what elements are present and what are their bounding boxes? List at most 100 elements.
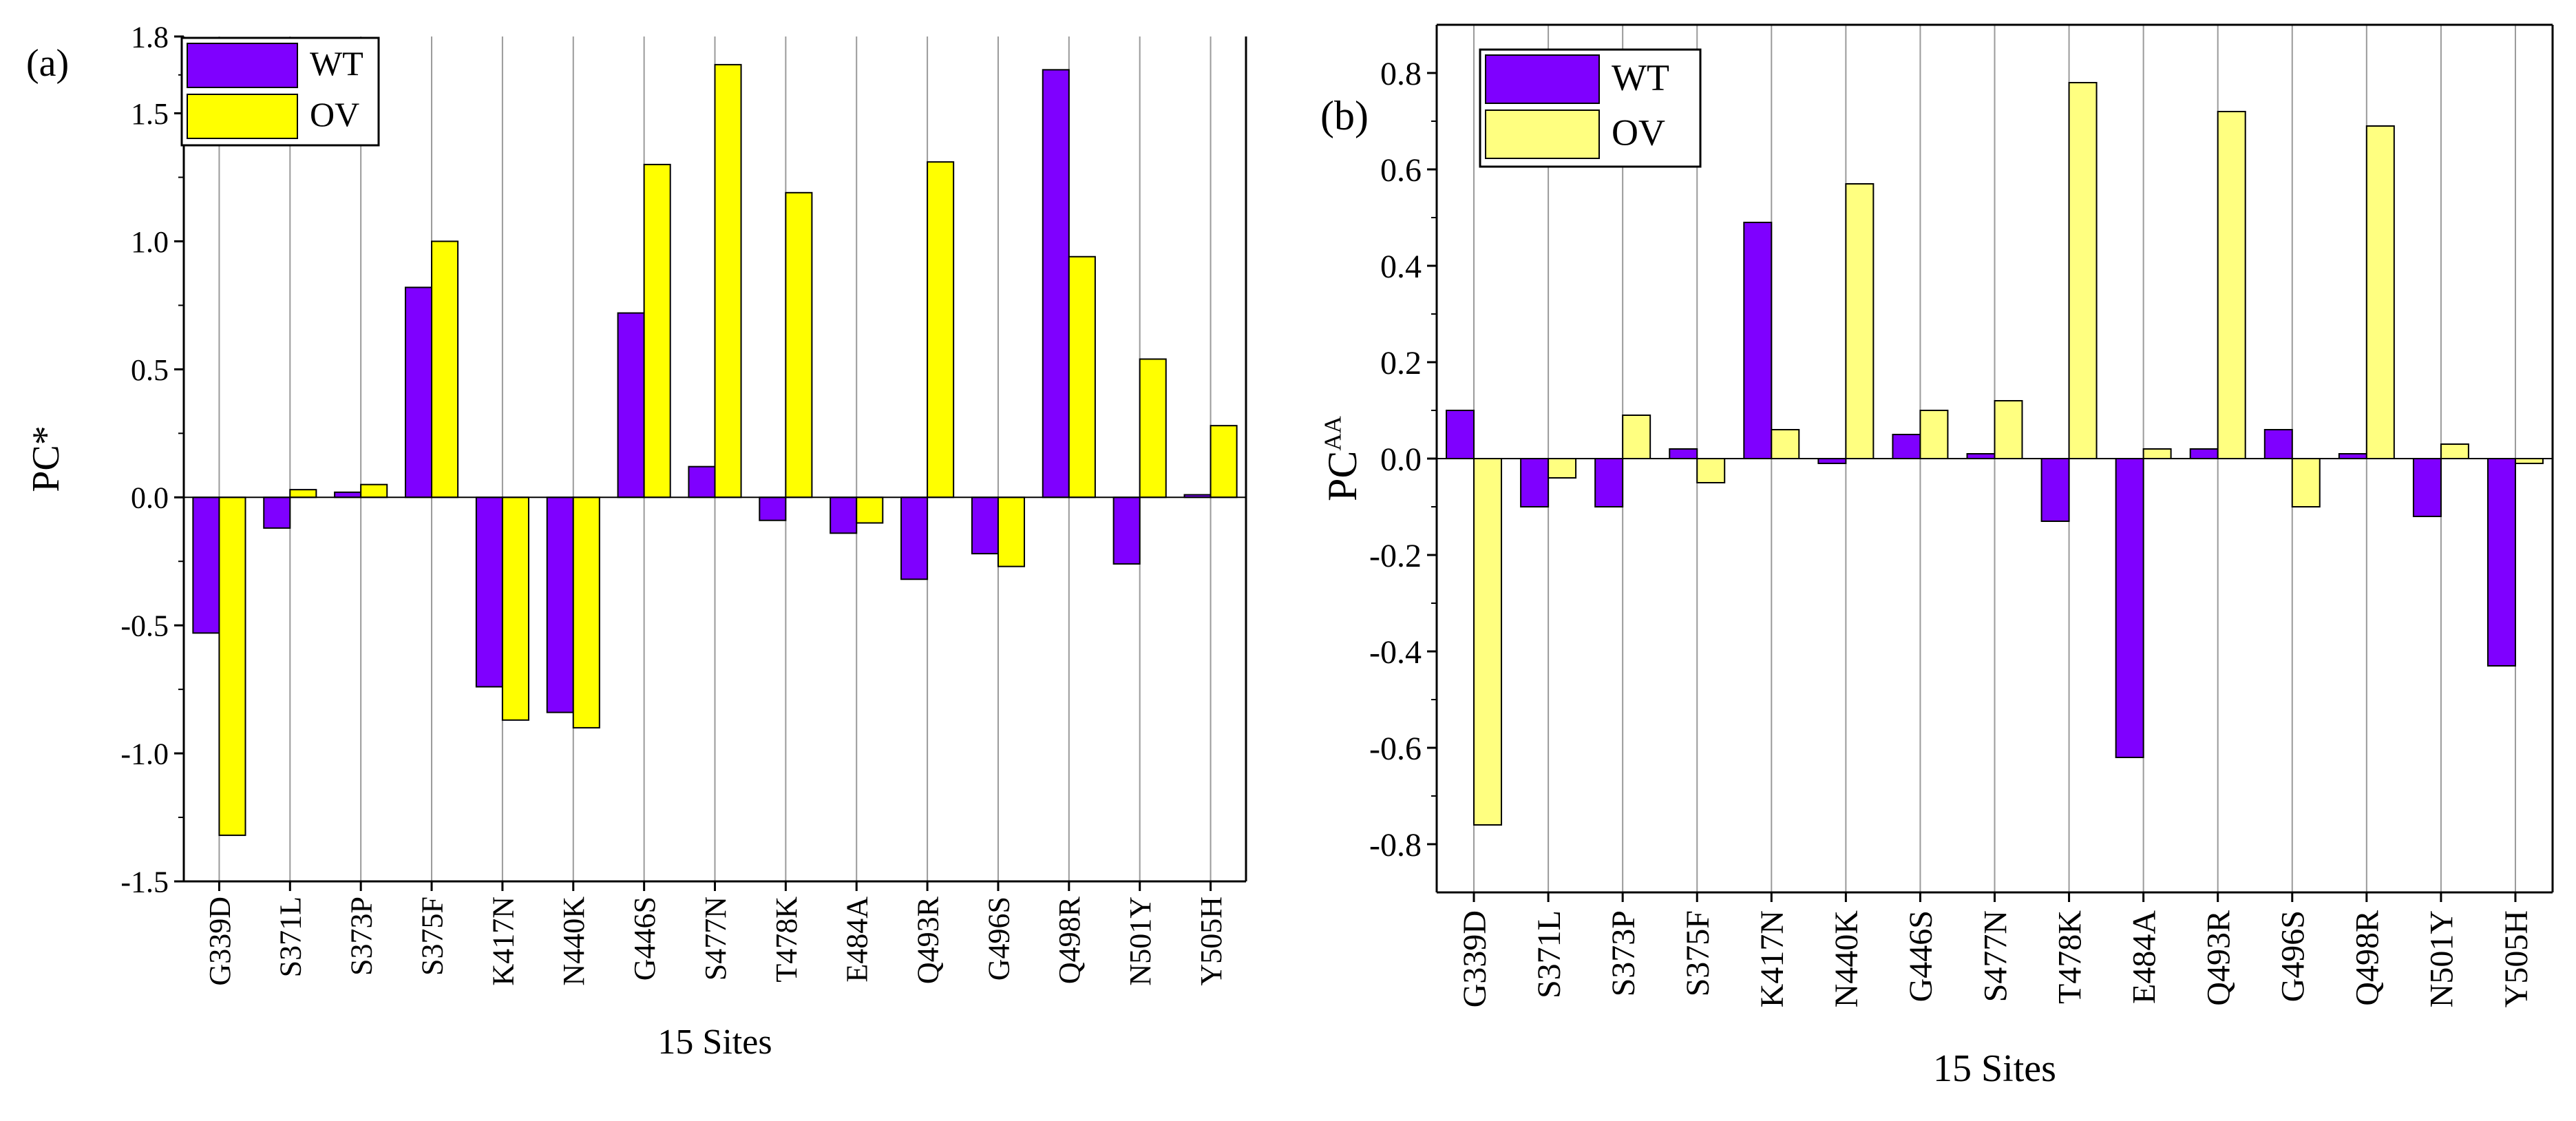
bar-ov-t478k: [2068, 82, 2098, 459]
bar-ov-y505h: [1210, 425, 1238, 499]
bar-wt-t478k: [759, 496, 787, 521]
bar-ov-e484a: [856, 496, 884, 524]
bar-ov-g496s: [997, 496, 1026, 567]
legend-label-ov: OV: [310, 95, 359, 134]
bar-ov-n440k: [1845, 183, 1875, 459]
x-tick-label: T478K: [2051, 910, 2088, 1004]
y-tick-label: 0.2: [1380, 345, 1422, 381]
y-tick-label: -0.4: [1369, 634, 1422, 671]
x-tick-label: S375F: [1680, 910, 1716, 996]
bar-wt-n440k: [546, 496, 574, 713]
x-tick-label: S477N: [1977, 910, 2014, 1002]
bar-wt-s373p: [1594, 458, 1624, 507]
y-tick-label: 0.0: [1380, 441, 1422, 478]
bar-wt-g339d: [192, 496, 220, 634]
bar-wt-g446s: [617, 312, 645, 499]
bar-wt-n501y: [2412, 458, 2442, 517]
bar-wt-s375f: [404, 286, 433, 499]
x-tick-label: E484A: [841, 897, 874, 983]
bar-wt-g339d: [1446, 410, 1475, 459]
bar-ov-s373p: [1622, 415, 1651, 459]
bar-wt-s371l: [1520, 458, 1550, 507]
bar-ov-s371l: [289, 489, 317, 499]
y-tick-label: -0.6: [1369, 731, 1422, 767]
bar-wt-y505h: [2487, 458, 2516, 667]
bar-ov-n501y: [1139, 358, 1167, 499]
legend-swatch-wt: [1485, 54, 1600, 104]
legend-swatch-ov: [1485, 109, 1600, 159]
bar-wt-k417n: [475, 496, 503, 688]
bar-wt-k417n: [1743, 222, 1773, 459]
bar-ov-s477n: [1994, 400, 2023, 459]
bar-ov-q498r: [1068, 255, 1096, 499]
x-tick-label: G339D: [1457, 910, 1493, 1007]
legend: WT OV: [180, 36, 380, 147]
y-tick-label: 0.4: [1380, 249, 1422, 285]
x-tick-label: G496S: [982, 897, 1015, 981]
bar-ov-y505h: [2514, 458, 2544, 464]
y-tick-label: 1.5: [131, 97, 169, 131]
bar-ov-n501y: [2440, 443, 2469, 459]
y-tick-label: 1.8: [131, 20, 169, 54]
y-axis-title-superscript: AA: [1320, 415, 1347, 450]
bar-ov-s373p: [360, 483, 388, 499]
x-tick-label: T478K: [770, 897, 803, 983]
y-axis-title: PC*: [25, 426, 67, 492]
bar-wt-q498r: [2338, 453, 2367, 459]
bar-wt-t478k: [2040, 458, 2070, 522]
x-tick-label: N501Y: [2424, 910, 2460, 1007]
x-tick-label: Q498R: [2350, 910, 2386, 1006]
y-tick-label: -0.2: [1369, 538, 1422, 574]
x-tick-label: G446S: [1903, 910, 1939, 1002]
y-tick-label: 0.8: [1380, 56, 1422, 92]
legend-swatch-ov: [187, 94, 298, 139]
bar-wt-q493r: [900, 496, 929, 580]
legend-label-ov: OV: [1612, 112, 1665, 153]
x-tick-label: S373P: [1605, 910, 1642, 996]
x-tick-label: Q493R: [911, 896, 945, 984]
bar-ov-s375f: [431, 240, 459, 499]
x-tick-label: N440K: [1828, 910, 1865, 1008]
y-tick-label: 0.0: [131, 481, 169, 515]
bar-wt-e484a: [830, 496, 858, 534]
y-tick-label: -0.8: [1369, 827, 1422, 863]
bar-wt-e484a: [2115, 458, 2144, 758]
x-tick-label: N501Y: [1123, 897, 1157, 986]
y-tick-label: -1.0: [120, 737, 169, 771]
bar-ov-q493r: [927, 161, 955, 499]
y-tick-label: 1.0: [131, 225, 169, 259]
x-tick-label: K417N: [486, 897, 520, 986]
bar-ov-g446s: [643, 163, 671, 499]
bar-ov-g496s: [2291, 458, 2321, 507]
bar-wt-n440k: [1817, 458, 1847, 464]
bar-wt-s373p: [334, 491, 362, 499]
x-axis-title: 15 Sites: [657, 1023, 772, 1062]
panel-label: (b): [1320, 93, 1369, 138]
x-tick-label: G339D: [203, 897, 237, 986]
y-tick-label: 0.6: [1380, 152, 1422, 189]
bar-wt-n501y: [1112, 496, 1141, 565]
bar-wt-g496s: [971, 496, 999, 555]
bar-ov-e484a: [2142, 448, 2172, 459]
bar-ov-s371l: [1548, 458, 1577, 479]
bar-ov-q493r: [2217, 111, 2246, 459]
x-tick-label: S371L: [1531, 910, 1567, 998]
x-tick-label: Y505H: [1194, 897, 1228, 986]
bar-ov-q498r: [2365, 125, 2395, 459]
x-tick-label: Y505H: [2498, 910, 2535, 1007]
chart-panel-a: -1.5 -1.0 -0.5 0.0 0.5 1.0 1.5 1.8 G339D S371L S37…: [25, 20, 1247, 1062]
x-tick-label: S477N: [699, 897, 732, 981]
bar-ov-g339d: [1473, 458, 1503, 826]
bar-wt-s375f: [1669, 448, 1698, 459]
y-tick-label: 0.5: [131, 353, 169, 387]
y-axis-title: PCAA: [1320, 415, 1366, 501]
bar-ov-s375f: [1696, 458, 1726, 483]
bar-wt-s477n: [1966, 453, 1996, 459]
bar-ov-k417n: [1771, 429, 1800, 459]
y-tick-label: -1.5: [120, 865, 169, 899]
bar-wt-q493r: [2189, 448, 2219, 459]
x-tick-label: S375F: [415, 897, 449, 976]
x-tick-label: K417N: [1754, 910, 1791, 1007]
